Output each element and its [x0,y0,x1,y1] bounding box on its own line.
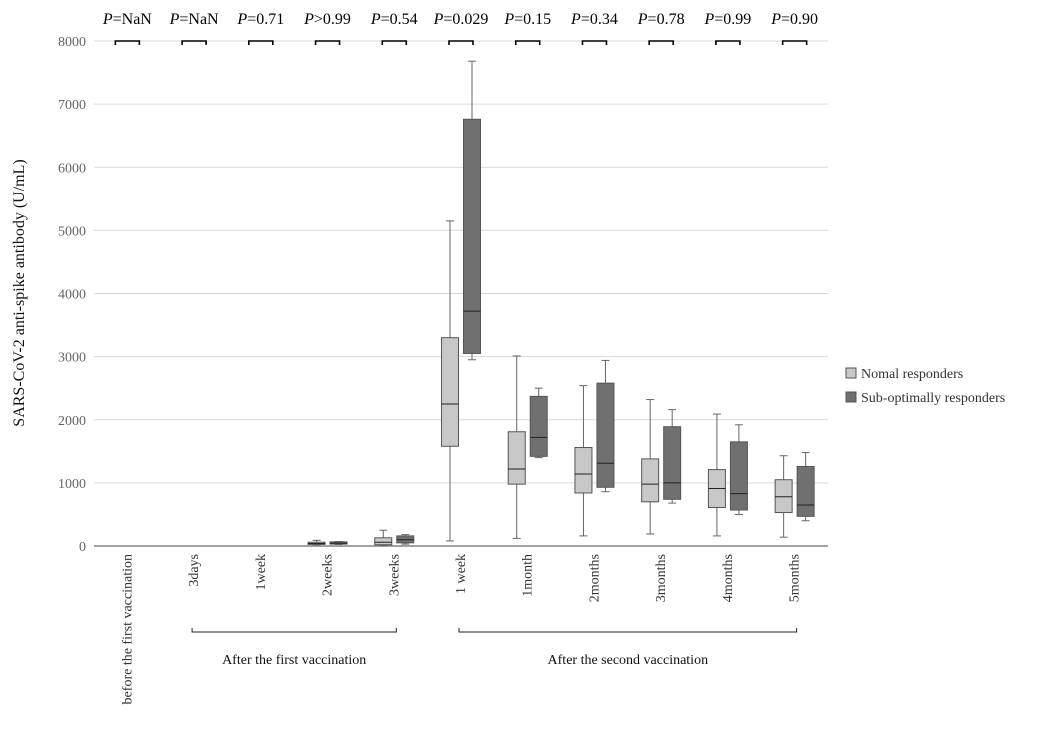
legend: Nomal responders Sub-optimally responders [845,367,1005,406]
box-iqr [441,337,459,447]
x-category-label: 3days [187,554,202,587]
box [774,455,793,538]
p-value-label: P=0.71 [236,11,284,28]
p-value-label: P=0.99 [704,11,752,28]
p-value-bracket [448,40,474,45]
box [329,541,348,545]
box [663,409,682,504]
category-groups: After the first vaccination After the sec… [191,628,798,668]
p-value-bracket [181,40,207,45]
x-category-label: 2months [587,554,602,602]
box [729,424,748,515]
series-1 [329,60,815,545]
box-iqr [774,479,793,514]
y-tick-label: 2000 [58,414,86,429]
p-value-bracket [648,40,674,45]
group-bracket [458,628,798,633]
y-axis-ticks: 0 1000 2000 3000 4000 5000 6000 7000 8000 [58,35,86,555]
y-tick-label: 0 [79,540,86,555]
box-iqr [574,447,593,494]
p-value-bracket [114,40,141,45]
box-iqr [596,382,615,488]
p-value-label: P=NaN [169,11,219,28]
p-value-label: P=NaN [102,11,152,28]
y-tick-label: 8000 [58,35,86,50]
box-iqr [663,426,682,500]
x-category-label: 5months [788,554,803,602]
group-bracket [191,628,397,633]
p-value-label: P=0.15 [503,11,551,28]
p-value-label: P=0.54 [370,11,418,28]
p-value-label: P=0.34 [570,11,618,28]
x-category-label: 2weeks [321,554,336,596]
p-value-bracket [514,40,541,45]
box [641,399,660,535]
y-tick-label: 4000 [58,288,86,303]
y-axis-label: SARS-CoV-2 anti-spike antibody (U/mL) [11,159,28,426]
box-series [307,60,815,547]
p-value-bracket [781,40,808,45]
legend-label: Sub-optimally responders [861,391,1005,406]
legend-swatch [845,367,857,379]
box-iqr [729,441,748,511]
box [796,452,815,522]
p-value-annotations: P=NaN P=NaN P=0.71 P>0.99 P=0.54 P=0.029 P=0.1… [102,11,818,45]
x-category-label: 3months [654,554,669,602]
x-category-label: 1 week [454,554,469,594]
box [463,60,481,361]
x-axis-category-labels: before the first vaccination 3days 1week 2w… [120,554,802,704]
box [529,387,548,459]
p-value-bracket [715,40,741,45]
y-tick-label: 5000 [58,224,86,239]
box-iqr [529,395,548,457]
box-iqr [463,118,481,354]
x-category-label: 4months [721,554,736,602]
box [507,355,526,539]
box [374,529,393,547]
gridlines [94,40,828,484]
y-tick-label: 1000 [58,477,86,492]
box [396,534,415,545]
p-value-label: P=0.029 [433,11,489,28]
p-value-label: P=0.90 [770,11,818,28]
group-label: After the first vaccination [222,653,366,668]
y-tick-label: 6000 [58,161,86,176]
legend-label: Nomal responders [861,367,963,382]
box-iqr [641,458,660,503]
box [307,539,326,546]
box-iqr [796,465,815,517]
p-value-label: P>0.99 [303,11,351,28]
legend-swatch [845,391,857,403]
p-value-bracket [314,40,341,45]
box [707,413,726,537]
series-0 [307,220,793,547]
x-category-label: 3weeks [387,554,402,596]
box [441,220,459,542]
x-category-label: before the first vaccination [120,554,135,704]
y-tick-label: 3000 [58,351,86,366]
box [596,359,615,493]
p-value-bracket [581,40,608,45]
group-label: After the second vaccination [548,653,709,668]
box [574,385,593,537]
box-iqr [507,431,526,485]
box-iqr [374,537,393,546]
x-category-label: 1week [254,554,269,591]
x-category-label: 1month [521,554,536,597]
p-value-label: P=0.78 [637,11,685,28]
p-value-bracket [248,40,274,45]
p-value-bracket [381,40,408,45]
y-tick-label: 7000 [58,98,86,113]
